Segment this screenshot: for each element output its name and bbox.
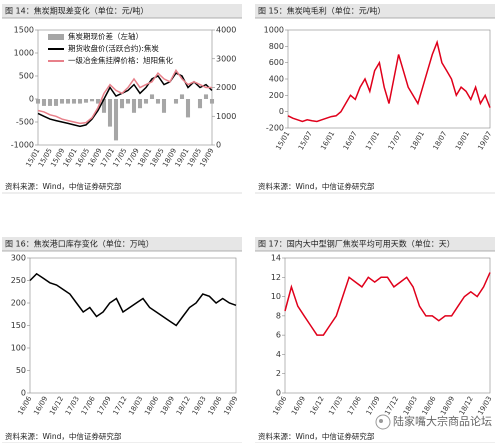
legend-swatch bbox=[48, 34, 64, 40]
y-tick-label: 10 bbox=[271, 292, 281, 301]
watermark: 陆家嘴大宗商品论坛 bbox=[393, 414, 492, 428]
legend-label: 期货收盘价(活跃合约):焦炭 bbox=[68, 43, 159, 53]
y-tick-label: 8 bbox=[276, 311, 281, 320]
bar bbox=[209, 99, 215, 104]
line bbox=[287, 39, 491, 123]
bar bbox=[137, 99, 143, 109]
y-tick-label: 800 bbox=[269, 42, 284, 51]
y-tick-label: 6 bbox=[276, 331, 281, 340]
title-bar bbox=[2, 4, 242, 18]
line bbox=[284, 272, 491, 336]
bar bbox=[149, 94, 155, 99]
bar bbox=[77, 99, 83, 104]
y2-tick-label: 2000 bbox=[216, 83, 236, 92]
bar bbox=[161, 99, 167, 113]
y-tick-label: 600 bbox=[269, 58, 284, 67]
y-tick-label: 1500 bbox=[14, 26, 34, 35]
title-bar bbox=[255, 4, 495, 18]
y-tick-label: 400 bbox=[269, 75, 284, 84]
bar bbox=[35, 99, 41, 104]
chart-title: 图 14：焦炭期现差变化（单位：元/吨） bbox=[5, 6, 148, 16]
line bbox=[37, 72, 213, 128]
line bbox=[29, 272, 237, 327]
y2-tick-label: 4000 bbox=[216, 26, 236, 35]
y-tick-label: 0 bbox=[21, 389, 26, 398]
line bbox=[37, 68, 212, 125]
bar bbox=[197, 99, 203, 109]
y-tick-label: 150 bbox=[11, 321, 26, 330]
legend-label: 焦炭期现价差（左轴） bbox=[68, 31, 143, 41]
y2-tick-label: 3000 bbox=[216, 54, 236, 63]
y-tick-label: 0 bbox=[29, 95, 34, 104]
bar bbox=[101, 99, 107, 113]
legend-label: 一级冶金焦挂牌价格：旭阳焦化 bbox=[68, 55, 173, 65]
y-tick-label: 2 bbox=[276, 369, 281, 378]
bar bbox=[113, 99, 119, 141]
bar bbox=[89, 99, 95, 102]
source-note: 资料来源：Wind，中信证券研究部 bbox=[258, 181, 375, 191]
y-tick-label: 250 bbox=[11, 276, 26, 285]
y2-tick-label: 0 bbox=[216, 141, 221, 150]
bar bbox=[185, 99, 191, 118]
y-tick-label: 14 bbox=[271, 254, 281, 263]
y-tick-label: -200 bbox=[266, 124, 284, 133]
y-tick-label: 0 bbox=[276, 389, 281, 398]
source-note: 资料来源：Wind，中信证券研究部 bbox=[258, 431, 375, 441]
chart-title: 图 15：焦炭吨毛利（单位：元/吨） bbox=[258, 6, 385, 16]
bar bbox=[41, 99, 47, 106]
bar bbox=[173, 99, 179, 104]
bar bbox=[125, 99, 131, 104]
y-tick-label: 1000 bbox=[14, 49, 34, 58]
bar bbox=[143, 99, 149, 104]
bar bbox=[155, 99, 161, 104]
bar bbox=[119, 99, 125, 109]
y-tick-label: 200 bbox=[269, 91, 284, 100]
y-tick-label: 4 bbox=[276, 350, 281, 359]
title-bar bbox=[255, 237, 495, 251]
y-tick-label: 200 bbox=[11, 299, 26, 308]
y-tick-label: 500 bbox=[19, 72, 34, 81]
y-tick-label: 100 bbox=[11, 344, 26, 353]
source-note: 资料来源：Wind，中信证券研究部 bbox=[5, 181, 122, 191]
bar bbox=[107, 99, 113, 127]
y-tick-label: 50 bbox=[16, 366, 26, 375]
y-tick-label: 0 bbox=[279, 107, 284, 116]
bar bbox=[203, 94, 209, 99]
chart-title: 图 16：焦炭港口库存变化（单位：万吨） bbox=[5, 239, 154, 249]
y2-tick-label: 1000 bbox=[216, 112, 236, 121]
source-note: 资料来源：Wind，中信证券研究部 bbox=[5, 431, 122, 441]
title-bar bbox=[2, 237, 242, 251]
bar bbox=[83, 99, 89, 103]
bar bbox=[71, 99, 77, 104]
bar bbox=[65, 99, 71, 104]
bar bbox=[59, 99, 65, 104]
watermark-icon bbox=[375, 414, 391, 430]
chart-title: 图 17：国内大中型钢厂焦炭平均可用天数（单位：天） bbox=[258, 239, 455, 249]
y-tick-label: 1000 bbox=[264, 26, 284, 35]
plot-frame bbox=[284, 257, 491, 394]
bar bbox=[53, 99, 59, 106]
bar bbox=[179, 94, 185, 99]
bar bbox=[95, 99, 101, 104]
bar bbox=[131, 99, 137, 113]
y-tick-label: 12 bbox=[271, 273, 281, 282]
y-tick-label: -1000 bbox=[11, 141, 34, 150]
y-tick-label: -500 bbox=[16, 118, 34, 127]
y-tick-label: 300 bbox=[11, 254, 26, 263]
bar bbox=[47, 99, 53, 106]
